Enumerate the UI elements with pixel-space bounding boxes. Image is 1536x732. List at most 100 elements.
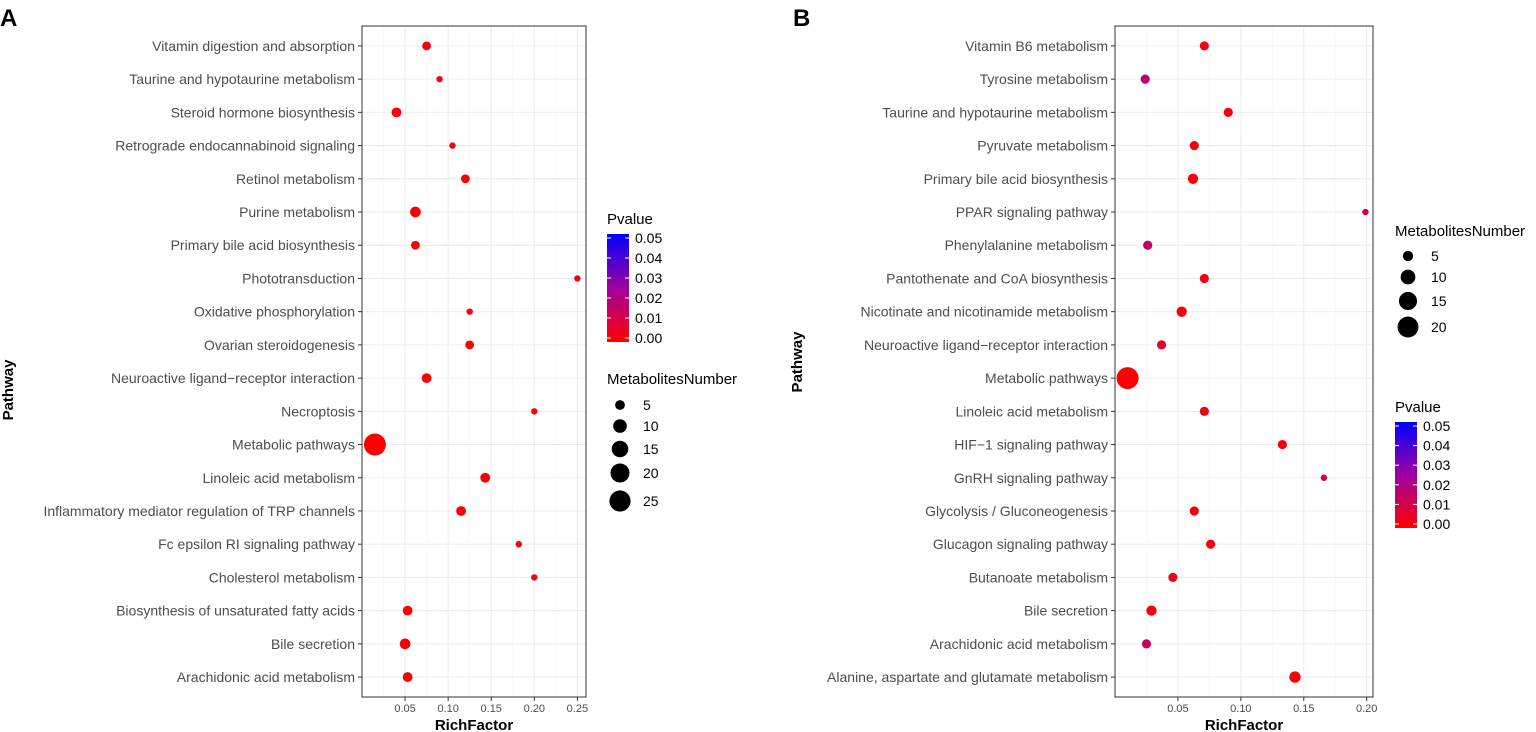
color-legend-label: 0.03 — [1423, 457, 1450, 473]
y-tick-label: Steroid hormone biosynthesis — [171, 104, 355, 120]
data-point — [421, 373, 432, 384]
data-point — [449, 142, 456, 149]
data-point — [436, 75, 443, 83]
data-point — [399, 638, 411, 650]
y-tick-label: Neuroactive ligand−receptor interaction — [111, 370, 355, 386]
data-point — [480, 472, 491, 483]
color-legend-label: 0.01 — [1423, 496, 1450, 512]
x-tick-label: 0.05 — [1167, 703, 1188, 715]
size-legend-dot — [610, 463, 630, 483]
x-tick-label: 0.10 — [437, 703, 458, 715]
y-tick-label: Primary bile acid biosynthesis — [924, 171, 1108, 187]
size-legend-label: 20 — [1431, 319, 1447, 335]
y-tick-label: Glucagon signaling pathway — [933, 536, 1108, 552]
y-tick-label: GnRH signaling pathway — [954, 470, 1108, 486]
color-legend-label: 0.01 — [635, 310, 662, 326]
size-legend: MetabolitesNumber 5 10 15 20 — [1395, 223, 1525, 338]
data-point — [456, 506, 466, 516]
color-legend-label: 0.02 — [1423, 477, 1450, 493]
y-tick-label: Pantothenate and CoA biosynthesis — [886, 270, 1108, 286]
y-tick-label: Linoleic acid metabolism — [955, 403, 1108, 419]
y-tick-label: Cholesterol metabolism — [209, 569, 355, 585]
size-legend-title: MetabolitesNumber — [1395, 223, 1525, 240]
plot-border — [361, 25, 587, 698]
x-tick-label: 0.20 — [524, 703, 545, 715]
data-point — [1176, 306, 1187, 317]
data-point — [410, 206, 421, 218]
color-legend-label: 0.02 — [635, 290, 662, 306]
size-legend-label: 15 — [1431, 293, 1447, 309]
data-point — [411, 240, 420, 250]
y-tick-label: Alanine, aspartate and glutamate metabol… — [827, 669, 1108, 685]
y-tick-label: Ovarian steroidogenesis — [204, 337, 355, 353]
size-legend-dot — [615, 400, 625, 410]
panel-label: B — [793, 5, 810, 32]
data-point — [1116, 367, 1139, 390]
y-axis-title: Pathway — [0, 359, 17, 421]
color-legend-bar — [1395, 422, 1417, 528]
y-tick-label: Tyrosine metabolism — [980, 71, 1108, 87]
panel-a: A 0.05 0.10 0.15 0.20 0.25 Vitamin digestion a… — [0, 5, 737, 732]
y-tick-label: Arachidonic acid metabolism — [930, 636, 1108, 652]
data-point — [574, 275, 581, 282]
data-point — [1199, 273, 1209, 284]
data-point — [363, 433, 386, 456]
size-legend-dot — [1400, 269, 1416, 285]
size-legend-dot — [1398, 291, 1418, 311]
color-legend-title: Pvalue — [1395, 399, 1441, 416]
size-legend-dot — [609, 490, 631, 512]
data-point — [466, 308, 473, 315]
data-point — [402, 672, 413, 682]
data-point — [1143, 240, 1153, 250]
data-point — [1189, 140, 1199, 151]
color-legend-label: 0.04 — [635, 250, 662, 266]
data-point — [1187, 173, 1199, 184]
size-legend-dot — [1402, 250, 1414, 262]
y-tick-label: Retrograde endocannabinoid signaling — [115, 138, 355, 154]
data-point — [1146, 605, 1157, 616]
data-point — [531, 574, 538, 581]
size-legend-label: 5 — [643, 397, 651, 413]
y-tick-label: Linoleic acid metabolism — [202, 470, 355, 486]
y-tick-label: Fc epsilon RI signaling pathway — [158, 536, 355, 552]
color-legend-label: 0.00 — [1423, 516, 1450, 532]
y-tick-label: Phenylalanine metabolism — [945, 237, 1108, 253]
y-tick-label: Taurine and hypotaurine metabolism — [882, 104, 1108, 120]
x-tick-label: 0.15 — [481, 703, 502, 715]
y-tick-label: Neuroactive ligand−receptor interaction — [864, 337, 1108, 353]
data-point — [1140, 74, 1150, 84]
y-tick-label: Butanoate metabolism — [969, 569, 1108, 585]
size-legend-dot — [611, 440, 629, 458]
size-legend-label: 15 — [643, 441, 659, 457]
data-point — [422, 41, 432, 51]
color-legend: Pvalue 0.05 0.04 0.03 0.02 0.01 0.00 — [1395, 399, 1450, 532]
x-tick-label: 0.15 — [1293, 703, 1314, 715]
data-point — [465, 340, 475, 350]
data-point — [1141, 639, 1152, 649]
y-tick-label: Metabolic pathways — [232, 437, 355, 453]
y-tick-label: Vitamin B6 metabolism — [965, 38, 1108, 54]
y-tick-label: Vitamin digestion and absorption — [152, 38, 355, 54]
data-point — [391, 107, 402, 118]
x-axis-title: RichFactor — [435, 717, 514, 732]
size-legend-label: 25 — [643, 493, 659, 509]
color-legend-label: 0.00 — [635, 330, 662, 346]
y-tick-label: Inflammatory mediator regulation of TRP … — [43, 503, 355, 519]
y-tick-label: Glycolysis / Gluconeogenesis — [925, 503, 1108, 519]
x-tick-label: 0.20 — [1356, 703, 1377, 715]
y-tick-label: Taurine and hypotaurine metabolism — [129, 71, 355, 87]
plot-area — [1114, 25, 1374, 698]
plot-area — [361, 25, 587, 698]
data-point — [531, 408, 538, 415]
data-point — [515, 540, 522, 548]
size-legend-dot — [1397, 316, 1419, 338]
color-legend-label: 0.03 — [635, 270, 662, 286]
y-tick-label: Primary bile acid biosynthesis — [171, 237, 355, 253]
data-point — [402, 605, 413, 616]
data-point — [1277, 439, 1287, 450]
size-legend-title: MetabolitesNumber — [607, 371, 737, 388]
data-point — [1168, 572, 1178, 583]
color-legend: Pvalue 0.05 0.04 0.03 0.02 0.01 0.00 — [607, 211, 662, 346]
data-point — [1199, 41, 1209, 51]
size-legend-label: 10 — [643, 418, 659, 434]
